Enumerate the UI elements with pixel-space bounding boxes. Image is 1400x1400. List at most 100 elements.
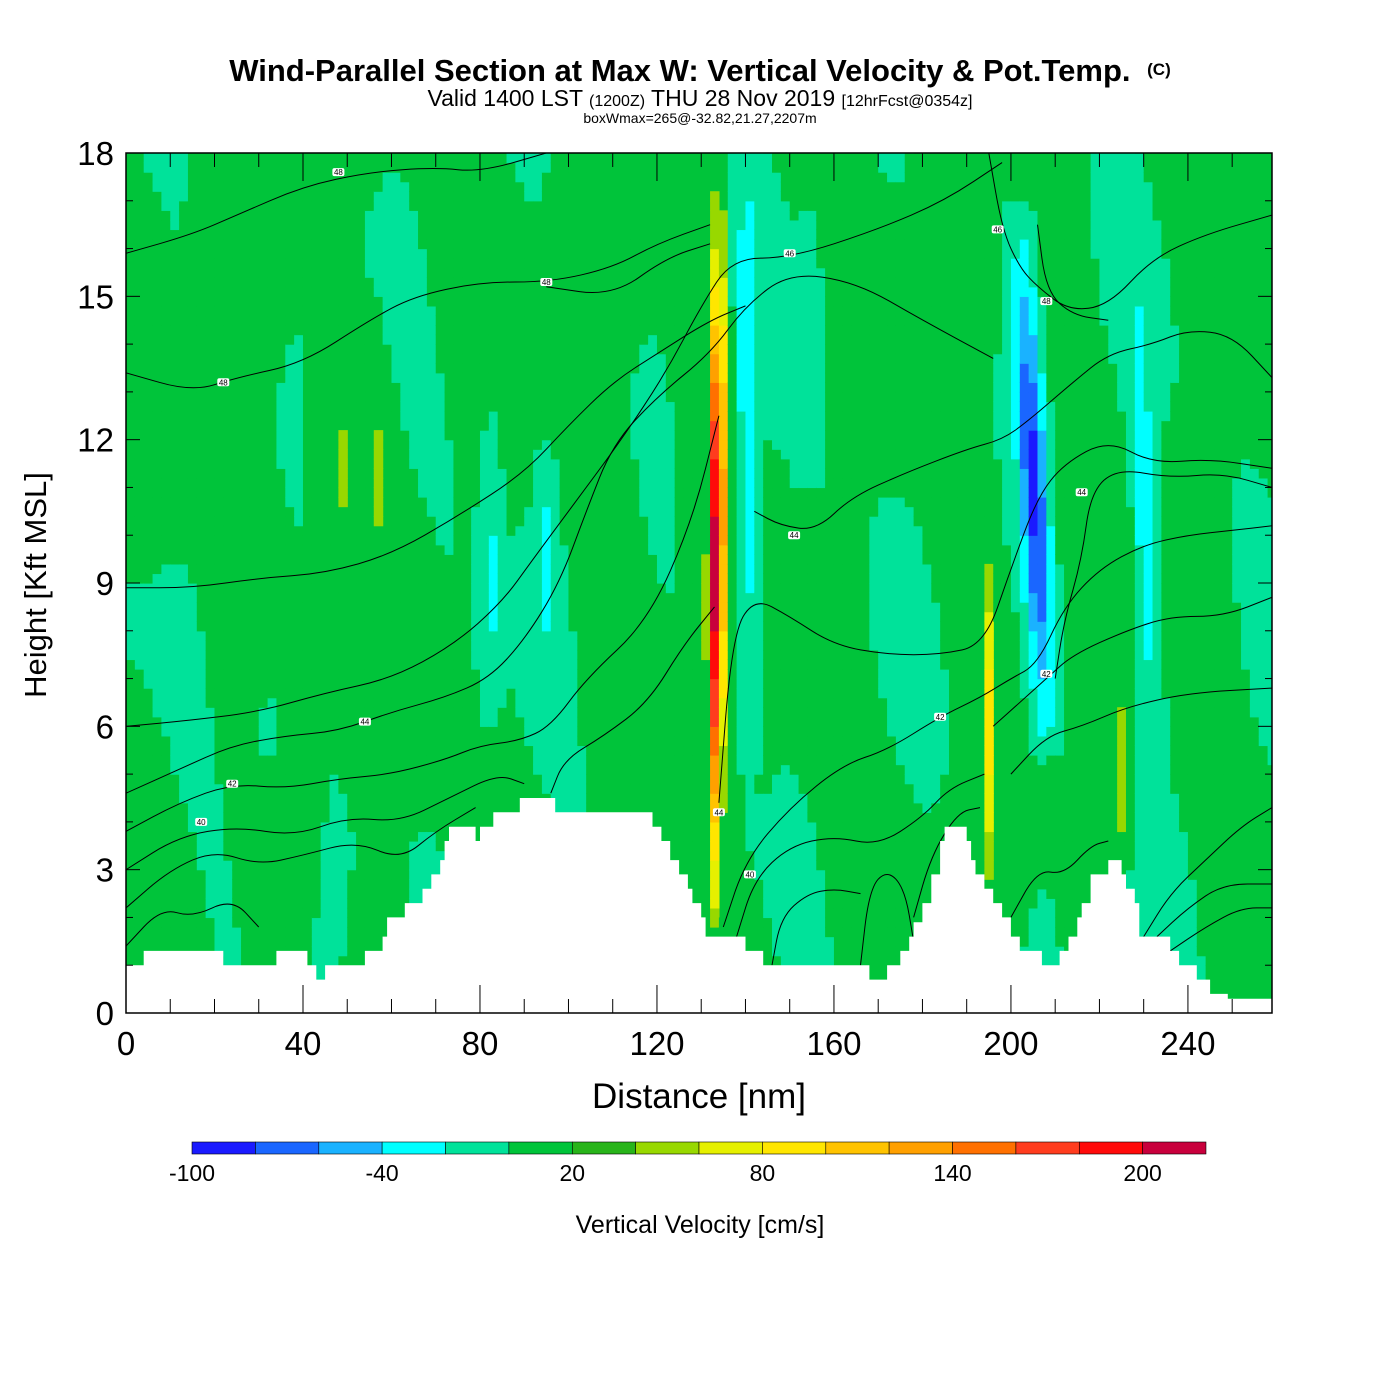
velocity-cell — [595, 525, 605, 536]
velocity-cell — [541, 411, 552, 422]
velocity-cell — [524, 363, 534, 374]
velocity-cell — [205, 850, 216, 861]
velocity-cell — [533, 248, 543, 259]
velocity-cell — [435, 391, 446, 403]
velocity-cell — [550, 573, 561, 584]
velocity-cell — [311, 277, 322, 288]
velocity-cell — [267, 793, 278, 804]
velocity-cell — [320, 477, 331, 489]
velocity-cell — [603, 172, 614, 183]
velocity-cell — [302, 210, 313, 221]
velocity-cell — [479, 315, 490, 326]
velocity-cell — [267, 735, 278, 747]
velocity-cell — [559, 688, 570, 699]
velocity-cell — [329, 267, 339, 278]
velocity-cell — [276, 229, 286, 240]
velocity-cell — [179, 353, 189, 364]
velocity-cell — [612, 430, 623, 441]
velocity-cell — [418, 487, 428, 498]
velocity-cell — [471, 764, 481, 775]
velocity-cell — [364, 669, 375, 680]
velocity-cell — [550, 229, 561, 240]
velocity-cell — [134, 544, 145, 555]
velocity-cell — [249, 898, 260, 909]
velocity-cell — [497, 382, 508, 393]
velocity-cell — [426, 382, 437, 393]
velocity-cell — [267, 153, 278, 154]
velocity-cell — [232, 411, 242, 422]
velocity-cell — [612, 191, 623, 202]
velocity-cell — [179, 153, 189, 164]
velocity-cell — [232, 573, 242, 584]
velocity-cell — [179, 869, 189, 880]
velocity-cell — [471, 611, 481, 622]
velocity-cell — [152, 210, 162, 221]
velocity-cell — [143, 764, 154, 775]
velocity-cell — [285, 219, 295, 231]
velocity-cell — [533, 363, 543, 374]
velocity-cell — [126, 563, 136, 575]
velocity-cell — [285, 516, 295, 527]
velocity-cell — [285, 162, 295, 173]
velocity-cell — [364, 640, 375, 651]
velocity-cell — [152, 200, 162, 211]
velocity-cell — [329, 955, 339, 966]
velocity-cell — [479, 621, 490, 632]
velocity-cell — [479, 506, 490, 517]
velocity-cell — [179, 200, 189, 211]
velocity-cell — [426, 153, 437, 154]
velocity-cell — [294, 353, 304, 364]
velocity-cell — [373, 640, 384, 651]
velocity-cell — [612, 716, 623, 727]
velocity-cell — [497, 420, 508, 431]
velocity-cell — [161, 707, 171, 718]
velocity-cell — [400, 735, 410, 747]
velocity-cell — [603, 516, 614, 527]
velocity-cell — [205, 439, 216, 450]
velocity-cell — [444, 372, 455, 383]
velocity-cell — [205, 200, 216, 211]
velocity-cell — [249, 468, 260, 479]
velocity-cell — [373, 879, 384, 890]
velocity-cell — [214, 812, 224, 823]
velocity-cell — [550, 764, 561, 775]
velocity-cell — [179, 458, 189, 469]
velocity-cell — [285, 468, 295, 479]
velocity-cell — [249, 745, 260, 756]
velocity-cell — [152, 745, 162, 756]
velocity-cell — [479, 162, 490, 173]
velocity-cell — [586, 544, 596, 555]
velocity-cell — [205, 401, 216, 412]
velocity-cell — [152, 888, 162, 899]
velocity-cell — [488, 544, 499, 555]
velocity-cell — [241, 267, 251, 278]
velocity-cell — [515, 258, 525, 269]
velocity-cell — [550, 391, 561, 403]
velocity-cell — [276, 802, 286, 813]
velocity-cell — [586, 726, 596, 737]
velocity-cell — [400, 783, 410, 794]
velocity-cell — [223, 229, 233, 240]
velocity-cell — [497, 401, 508, 412]
velocity-cell — [391, 516, 401, 527]
velocity-cell — [126, 907, 136, 919]
velocity-cell — [391, 286, 401, 297]
velocity-cell — [524, 391, 534, 403]
velocity-cell — [276, 688, 286, 699]
velocity-cell — [586, 248, 596, 259]
velocity-cell — [320, 793, 331, 804]
velocity-cell — [595, 239, 605, 250]
velocity-cell — [143, 382, 154, 393]
velocity-cell — [170, 764, 180, 775]
velocity-cell — [258, 879, 269, 890]
velocity-cell — [533, 573, 543, 584]
velocity-cell — [161, 850, 171, 861]
velocity-cell — [595, 688, 605, 699]
velocity-cell — [179, 583, 189, 594]
velocity-cell — [400, 353, 410, 364]
velocity-cell — [134, 153, 145, 154]
velocity-cell — [426, 659, 437, 670]
velocity-cell — [214, 573, 224, 584]
velocity-cell — [400, 239, 410, 250]
velocity-cell — [453, 592, 463, 603]
